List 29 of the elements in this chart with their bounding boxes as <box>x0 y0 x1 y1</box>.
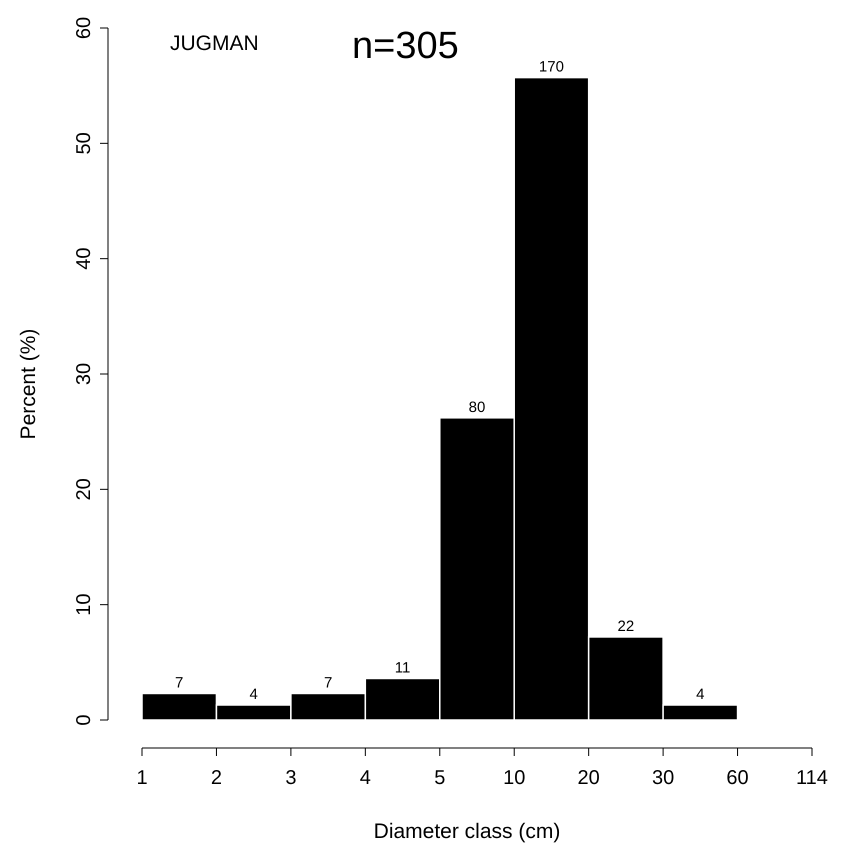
annotation: 170 <box>538 58 564 76</box>
annotation: 22 <box>618 618 634 635</box>
text: 3 <box>285 767 296 789</box>
text: 10 <box>503 767 526 789</box>
annotation: 4 <box>249 686 258 704</box>
annotation: 7 <box>324 674 332 692</box>
y-tick-label: 50 <box>73 132 95 154</box>
annotation: 11 <box>394 659 410 676</box>
text: 1 <box>136 767 148 789</box>
text: 114 <box>796 767 828 789</box>
annotation: 7 <box>175 674 184 692</box>
y-tick-label: 60 <box>73 16 95 40</box>
y-tick-label: 40 <box>73 248 95 270</box>
annotation: 4 <box>696 686 705 704</box>
text: 2 <box>210 767 222 789</box>
text: 60 <box>726 767 749 789</box>
text: 4 <box>360 767 371 789</box>
y-tick-label: 0 <box>73 714 95 726</box>
y-axis-title: Percent (%) <box>17 328 40 440</box>
y-tick-label: 10 <box>73 594 95 616</box>
y-tick-label: 20 <box>73 478 95 500</box>
annotation: 80 <box>468 398 486 416</box>
annotation: n=305 <box>352 25 459 67</box>
text: 20 <box>578 767 600 789</box>
y-tick-label: 30 <box>73 362 95 386</box>
annotation: JUGMAN <box>170 32 259 55</box>
text: 30 <box>652 767 674 789</box>
text: 5 <box>434 767 446 789</box>
x-axis-title: Diameter class (cm) <box>374 820 560 843</box>
